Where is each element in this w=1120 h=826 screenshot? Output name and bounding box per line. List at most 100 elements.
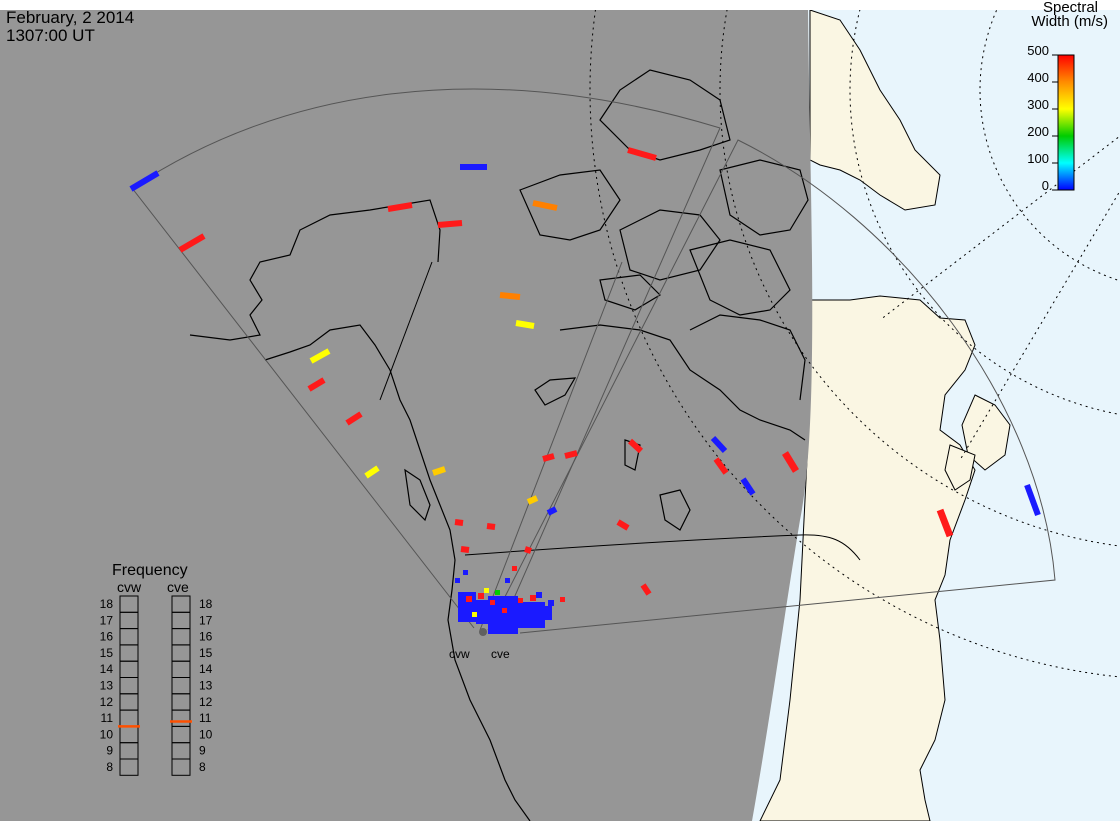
frequency-scale-label: 14: [199, 662, 213, 676]
colorbar-tick-marks: [1052, 54, 1058, 191]
coast-alaska-south: [264, 324, 456, 561]
frequency-scale-label: 9: [106, 744, 113, 758]
echo: [1024, 483, 1041, 517]
echo: [502, 608, 507, 613]
top-margin: [0, 0, 1120, 10]
colorbar-tick-label: 300: [1027, 97, 1049, 112]
coast-baffin: [719, 159, 809, 236]
frequency-scale-label: 12: [100, 695, 114, 709]
frequency-scale-labels-right: 18 17 16 15 14 13 12 11 10 9 8: [199, 597, 213, 774]
frequency-scale-label: 13: [100, 679, 114, 693]
echo: [466, 596, 472, 602]
frequency-radar-label-cve: cve: [167, 579, 189, 595]
echo: [524, 546, 532, 554]
echo: [536, 592, 542, 598]
fov-cve: [487, 139, 1056, 634]
frequency-scale-label: 11: [199, 711, 212, 725]
echo: [454, 519, 464, 526]
echo: [345, 411, 363, 426]
echo: [640, 583, 652, 596]
echo: [478, 593, 484, 599]
echo: [484, 588, 489, 593]
coast-southampton: [599, 274, 661, 311]
frequency-scale-label: 13: [199, 679, 213, 693]
radar-field-of-view: [131, 88, 1056, 634]
echo-cluster-mid: [476, 600, 488, 624]
coast-west-usa: [447, 559, 531, 821]
echo: [710, 435, 728, 454]
night-region: [0, 10, 813, 821]
coast-hudson-bay: [559, 324, 806, 441]
frequency-scale-label: 16: [199, 630, 213, 644]
land-dayside-newfoundland: [961, 394, 1011, 471]
echo: [518, 598, 523, 603]
frequency-scale-label: 8: [199, 760, 206, 774]
frequency-radar-label-cvw: cvw: [117, 579, 142, 595]
echo: [178, 233, 206, 253]
frequency-panel: Frequency cvw cve 18 17 16 15 14 13 12 11 10 9 8 1…: [100, 562, 213, 776]
radar-echoes: [129, 147, 1041, 596]
echo: [495, 590, 500, 595]
coast-arctic-islands-1: [519, 169, 621, 241]
echo: [713, 457, 729, 475]
frequency-scale-cell: [171, 758, 191, 776]
echo: [490, 600, 495, 605]
echo: [432, 466, 446, 476]
frequency-scale-label: 15: [100, 646, 114, 660]
echo: [936, 508, 954, 538]
echo: [740, 477, 756, 496]
echo: [129, 170, 160, 192]
colorbar-tick-label: 100: [1027, 151, 1049, 166]
borders: [379, 261, 861, 561]
frequency-scale-label: 10: [100, 727, 114, 741]
frequency-scale-label: 15: [199, 646, 213, 660]
frequency-scale-labels-left: 18 17 16 15 14 13 12 11 10 9 8: [100, 597, 114, 774]
border-alaska-canada: [379, 261, 433, 401]
coast-labrador: [689, 314, 806, 401]
echo: [499, 292, 521, 300]
colorbar-title-line1: Spectral: [1043, 0, 1098, 16]
echo: [486, 523, 496, 530]
colorbar-tick-label: 200: [1027, 124, 1049, 139]
echo: [364, 465, 380, 479]
border-us-canada: [464, 534, 861, 561]
echo: [455, 578, 460, 583]
colorbar-ticks: 500 400 300 200 100 0: [1027, 43, 1049, 193]
fov-beam-line: [479, 261, 623, 631]
frequency-scale-label: 16: [100, 630, 114, 644]
echo: [560, 597, 565, 602]
coast-vancouver-island: [404, 468, 431, 522]
colorbar-title-line2: Width (m/s): [1031, 13, 1108, 30]
echo: [542, 453, 555, 462]
echo: [782, 451, 799, 473]
coast-arctic-islands-4: [689, 239, 791, 316]
land-dayside-eastern-north-america: [759, 295, 976, 821]
colorbar: Spectral Width (m/s) 500 400 300 200 100…: [0, 0, 1120, 193]
frequency-title: Frequency: [112, 562, 188, 579]
echo: [460, 546, 470, 553]
colorbar-gradient: [1057, 54, 1075, 191]
echo: [307, 377, 326, 392]
echo: [437, 220, 463, 228]
frequency-scale-label: 8: [106, 760, 113, 774]
echo: [564, 450, 578, 459]
echo: [387, 202, 413, 212]
fov-cvw: [131, 88, 721, 631]
frequency-indicators: [118, 720, 192, 728]
echo: [472, 612, 477, 617]
echo: [463, 570, 468, 575]
echo: [616, 519, 630, 531]
near-range-echo-cluster: [455, 566, 565, 634]
land-dayside-greenland: [809, 10, 941, 211]
frequency-scale-label: 9: [199, 744, 206, 758]
echo: [309, 348, 331, 364]
frequency-scale-label: 18: [199, 597, 213, 611]
frequency-scale-label: 17: [100, 613, 114, 627]
coast-alaska: [189, 199, 441, 341]
colorbar-tick-label: 400: [1027, 70, 1049, 85]
echo: [627, 438, 644, 454]
coast-hudson-bay-west: [534, 377, 577, 406]
coast-great-lakes-night: [659, 489, 691, 531]
radar-site-marker: [479, 628, 487, 636]
